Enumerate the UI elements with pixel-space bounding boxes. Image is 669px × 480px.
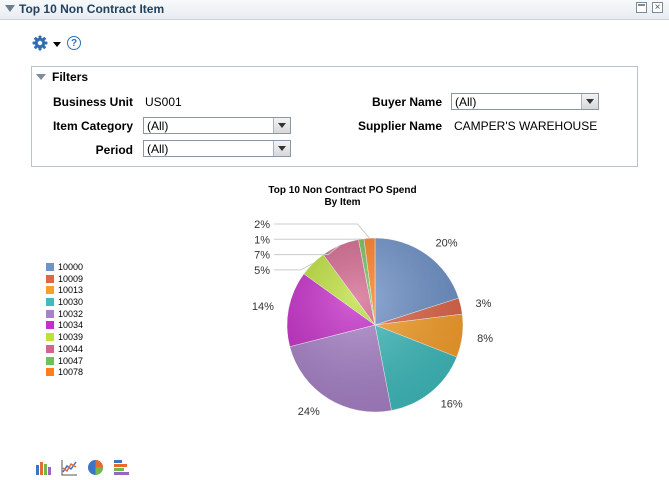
legend-label: 10013 — [58, 285, 84, 296]
legend-label: 10034 — [58, 320, 84, 331]
item-category-select[interactable]: (All) — [143, 117, 291, 134]
legend-item-10078: 10078 — [46, 367, 83, 379]
chevron-down-icon[interactable] — [273, 118, 290, 133]
period-select[interactable]: (All) — [143, 140, 291, 157]
legend-item-10047: 10047 — [46, 356, 83, 368]
chevron-down-icon[interactable] — [273, 141, 290, 156]
gear-icon[interactable] — [32, 35, 48, 51]
filters-panel: Filters — [31, 66, 638, 167]
legend-swatch — [46, 333, 54, 342]
collapse-pagelet-icon[interactable] — [5, 5, 15, 12]
bar-chart-icon[interactable] — [35, 459, 52, 476]
legend-label: 10078 — [58, 367, 84, 378]
legend-swatch — [46, 263, 54, 271]
item-category-label: Item Category — [52, 119, 133, 133]
pie-leader-line — [274, 263, 314, 271]
filters-title: Filters — [52, 70, 89, 84]
period-label: Period — [95, 143, 133, 157]
pagelet-title: Top 10 Non Contract Item — [19, 2, 165, 16]
legend-swatch — [46, 309, 54, 318]
collapse-filters-icon[interactable] — [36, 74, 46, 80]
pie-label-10000: 20% — [436, 238, 458, 250]
pie-label-10039: 5% — [254, 265, 270, 277]
legend-item-10032: 10032 — [46, 309, 83, 321]
line-chart-icon[interactable] — [61, 459, 78, 476]
pie-label-10047: 1% — [254, 234, 270, 246]
legend-item-10039: 10039 — [46, 332, 83, 344]
legend-item-10000: 10000 — [46, 262, 83, 274]
legend-label: 10030 — [58, 297, 84, 308]
supplier-name-label: Supplier Name — [357, 119, 442, 133]
horizontal-bar-chart-icon[interactable] — [113, 459, 130, 476]
legend-label: 10009 — [58, 273, 84, 284]
legend-swatch — [46, 321, 54, 330]
chart-title: Top 10 Non Contract PO Spend By Item — [240, 185, 445, 209]
legend-label: 10000 — [58, 262, 84, 272]
maximize-icon[interactable] — [636, 2, 647, 13]
chart-title-line: Top 10 Non Contract PO Spend — [268, 185, 417, 196]
pie-label-10044: 7% — [254, 250, 270, 262]
pie-label-10030: 16% — [441, 398, 463, 410]
legend-item-10034: 10034 — [46, 320, 83, 332]
pie-chart-icon[interactable] — [87, 459, 104, 476]
legend-item-10013: 10013 — [46, 285, 83, 297]
pie-leader-line — [274, 223, 370, 239]
legend-swatch — [46, 344, 54, 353]
chart-legend: 10000 10009 10013 10030 10032 10034 10039 10044… — [46, 262, 83, 379]
pie-label-10078: 2% — [254, 219, 270, 231]
item-category-value: (All) — [147, 119, 169, 133]
legend-item-10009: 10009 — [46, 274, 83, 286]
pagelet-header: Top 10 Non Contract Item × — [0, 0, 669, 20]
pie-label-10032: 24% — [298, 406, 320, 418]
buyer-name-select[interactable]: (All) — [451, 93, 599, 110]
chevron-down-icon[interactable] — [581, 94, 598, 109]
legend-label: 10047 — [58, 355, 84, 366]
period-value: (All) — [147, 142, 169, 156]
filters-header[interactable]: Filters — [32, 67, 637, 87]
pie-label-10034: 14% — [252, 301, 274, 313]
pie-label-10009: 3% — [475, 298, 491, 310]
legend-swatch — [46, 298, 54, 307]
buyer-name-label: Buyer Name — [371, 95, 442, 109]
chart-subtitle: By Item — [324, 197, 361, 208]
legend-label: 10044 — [58, 343, 84, 354]
business-unit-label: Business Unit — [52, 95, 133, 109]
help-icon[interactable]: ? — [67, 36, 81, 50]
legend-swatch — [46, 286, 54, 295]
pie-leader-line — [274, 244, 341, 256]
legend-item-10044: 10044 — [46, 344, 83, 356]
legend-item-10030: 10030 — [46, 297, 83, 309]
legend-swatch — [46, 356, 54, 365]
pie-label-10013: 8% — [477, 333, 493, 345]
business-unit-value: US001 — [145, 95, 182, 109]
supplier-name-value: CAMPER'S WAREHOUSE — [454, 119, 598, 133]
legend-swatch — [46, 274, 54, 283]
legend-label: 10032 — [58, 308, 84, 319]
options-dropdown-caret-icon[interactable] — [53, 42, 61, 47]
buyer-name-value: (All) — [455, 95, 477, 109]
legend-label: 10039 — [58, 332, 84, 343]
close-icon[interactable]: × — [652, 2, 663, 13]
legend-swatch — [46, 368, 54, 377]
